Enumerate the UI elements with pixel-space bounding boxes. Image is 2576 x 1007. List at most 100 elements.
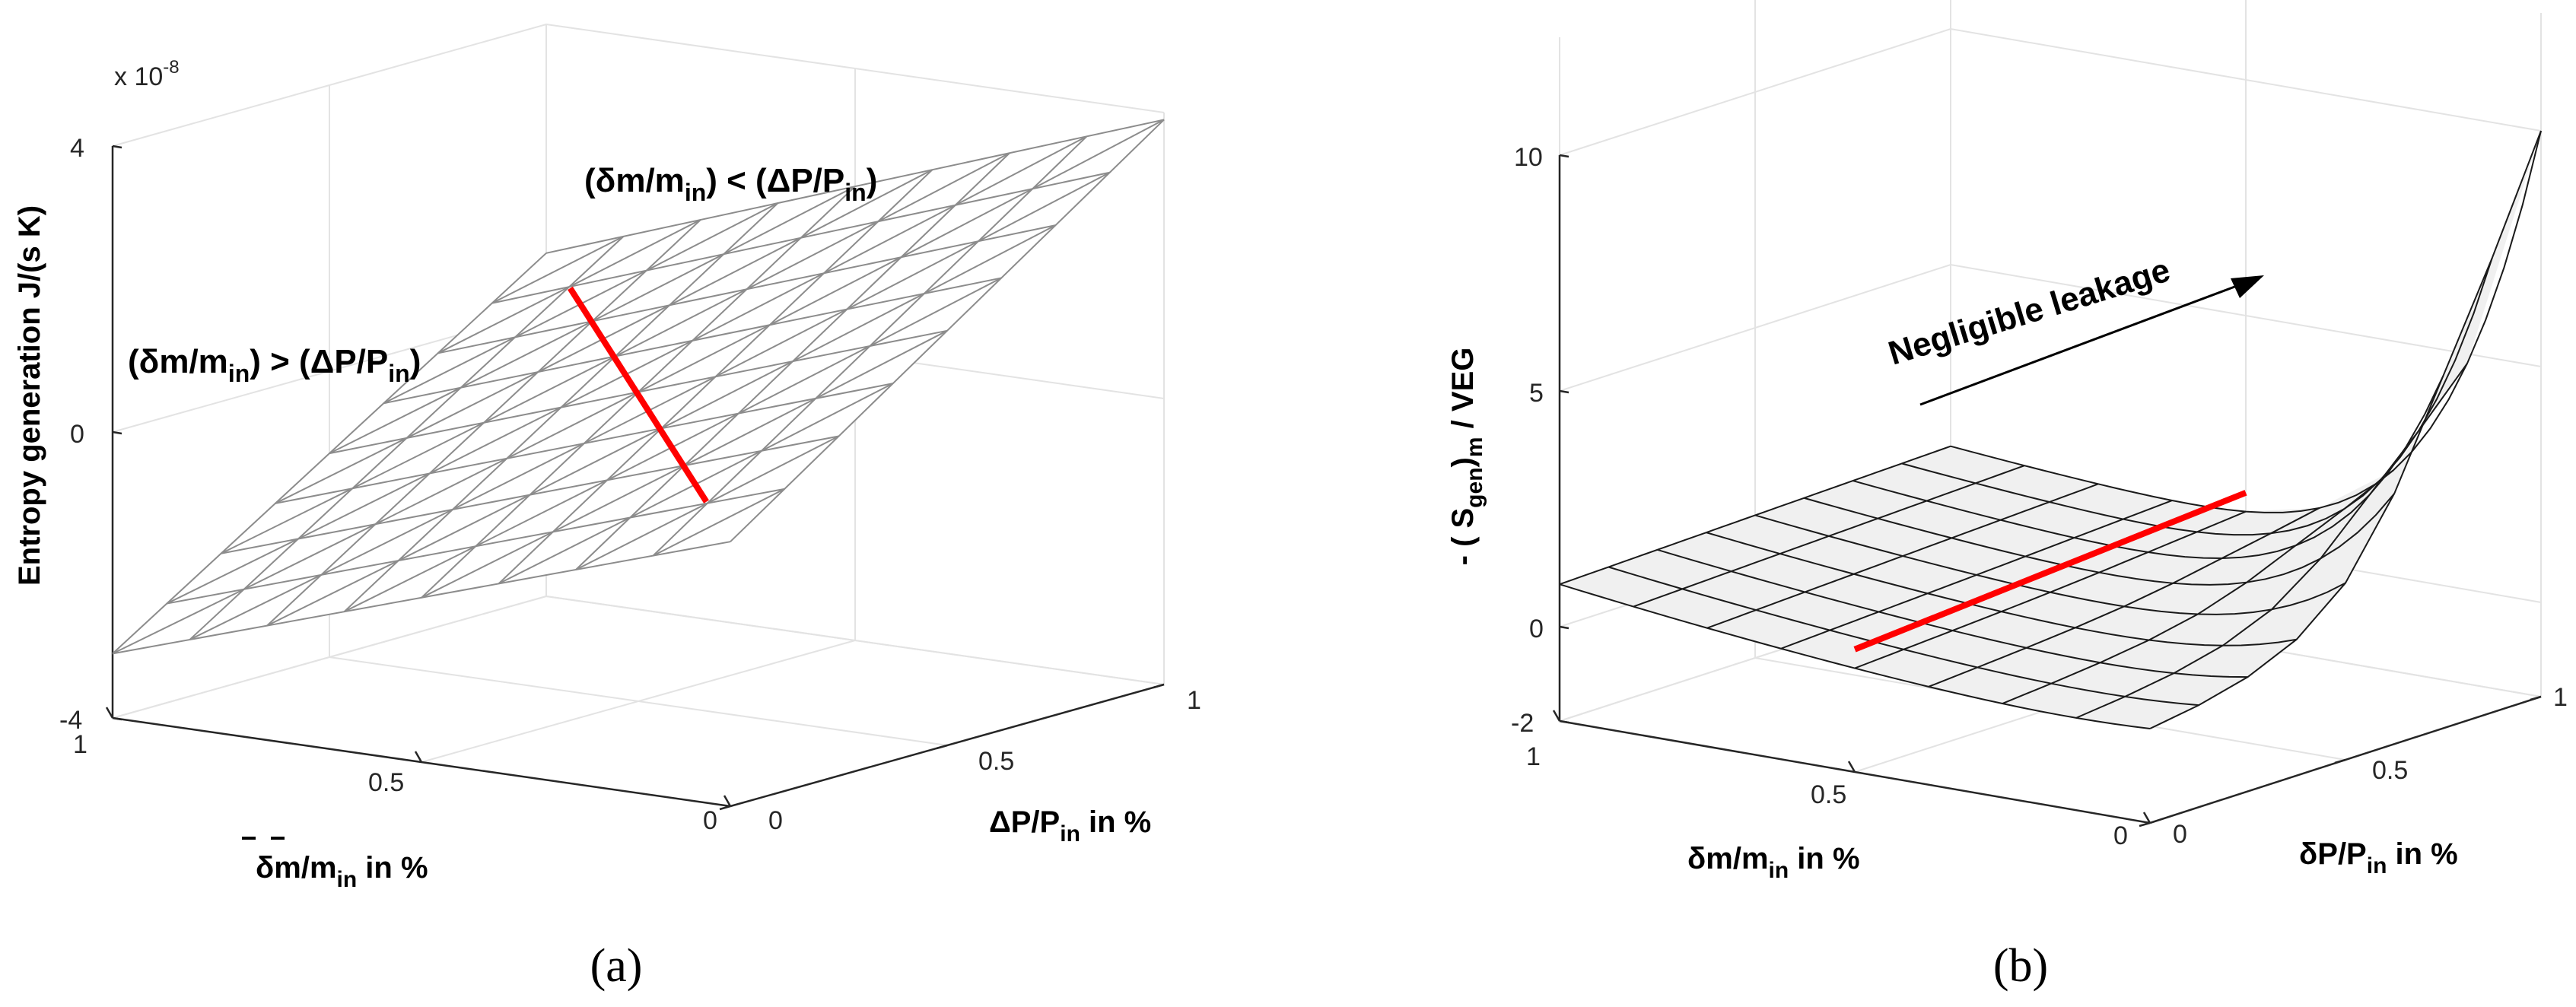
panel-a-mesh-diagonal [707, 435, 839, 504]
panel-a-mesh-diagonal [375, 457, 507, 526]
panel-b-ytick-0: 0 [2173, 820, 2187, 849]
panel-a-mesh-diagonal [660, 361, 793, 430]
panel-a-gridline-floor [112, 596, 547, 719]
panel-b-x-tick [1847, 761, 1856, 773]
panel-a-z-tick [112, 430, 122, 435]
panel-b-xlabel: δm/min in % [1687, 842, 1860, 883]
panel-b-z-tick [1559, 389, 1569, 394]
panel-a-mesh-diagonal [383, 336, 516, 405]
panel-a-mesh-line [112, 541, 731, 655]
panel-a-mesh-diagonal [800, 169, 933, 239]
panel-a-xtick-0: 0 [703, 806, 717, 835]
panel-a-mesh-diagonal [530, 427, 662, 496]
panel-b-z-tick [1559, 154, 1569, 158]
panel-b-ztick-10: 10 [1514, 143, 1543, 172]
panel-a-xtick-1: 1 [73, 730, 87, 759]
panel-a-gridline-floor [545, 596, 1165, 685]
panel-b-ytick-05: 0.5 [2372, 756, 2408, 785]
panel-b-y-tick [2334, 758, 2346, 764]
panel-a-mesh-diagonal [575, 502, 708, 570]
panel-a-mesh-diagonal [653, 488, 785, 557]
panel-b-gridline-z [1559, 263, 2542, 392]
panel-a-gridline-z [112, 23, 1165, 147]
panel-a-mesh-diagonal [552, 465, 685, 533]
panel-a-mesh-diagonal [491, 235, 624, 304]
panel-a-mesh-diagonal [460, 320, 593, 389]
panel-b-ztick-neg2: -2 [1511, 709, 1534, 738]
panel-b-mesh-line [1559, 583, 2151, 729]
panel-a-x-tick [414, 751, 423, 763]
panel-b-mesh-line [1901, 257, 2493, 536]
panel-a-zlabel: Entropy generation J/(s K) [13, 205, 46, 586]
panel-b-surface [1559, 130, 2542, 729]
panel-b-caption: (b) [1993, 940, 2048, 992]
panel-a-mesh-diagonal [846, 240, 979, 310]
panel-a-mesh-diagonal [715, 308, 848, 378]
panel-a-mesh-diagonal [275, 437, 407, 504]
panel-a-exponent-label: x 10-8 [114, 57, 180, 91]
panel-a-mesh-diagonal [568, 219, 701, 288]
panel-a-mesh-diagonal [452, 443, 585, 510]
panel-a-mesh-diagonal [738, 345, 870, 415]
panel-a-mesh-diagonal [344, 545, 476, 613]
panel-a-mesh-diagonal [669, 237, 802, 307]
panel-a-gridline-floor [329, 656, 948, 746]
panel-a-mesh-diagonal [924, 224, 1056, 294]
panel-a-mesh-diagonal [475, 479, 608, 548]
panel-b-ztick-0: 0 [1529, 615, 1544, 643]
panel-a-ytick-05: 0.5 [978, 747, 1014, 776]
panel-a-z-tick [112, 145, 122, 149]
panel-a: x 10-8 4 0 -4 1 0.5 0 0 0.5 1 Entropy ge… [13, 23, 1201, 992]
panel-a-y-tick [936, 744, 948, 750]
panel-a-mesh-diagonal [761, 383, 894, 452]
panel-a-mesh-diagonal [329, 386, 462, 454]
panel-b-ytick-1: 1 [2553, 683, 2568, 712]
panel-a-mesh-diagonal [112, 588, 245, 655]
panel-a-mesh-diagonal [901, 188, 1033, 259]
panel-b-x-tick [1552, 710, 1561, 722]
panel-b-mesh-line [1706, 532, 2297, 646]
panel-a-mesh-diagonal [351, 421, 485, 490]
panel-a-annotation-lower: (δm/min) > (ΔP/Pin) [128, 343, 421, 387]
panel-a-mesh-diagonal [297, 472, 431, 540]
panel-a-ztick-neg4: -4 [59, 706, 82, 735]
panel-a-mesh-diagonal [978, 171, 1111, 243]
panel-a-mesh-diagonal [823, 204, 956, 275]
panel-b-y-tick [2139, 821, 2151, 828]
panel-a-annotation-upper: (δm/min) < (ΔP/Pin) [584, 162, 877, 206]
panel-a-mesh-diagonal [955, 135, 1087, 206]
panel-a-ytick-1: 1 [1187, 686, 1201, 715]
panel-a-x-tick [105, 707, 114, 719]
panel-a-mesh-line [545, 119, 1165, 254]
panel-a-mesh-diagonal [638, 324, 771, 393]
panel-b-annotation-arrow [1919, 275, 2264, 406]
svg-text:δm/min in %: δm/min in % [256, 851, 428, 892]
panel-b-mesh-line [1950, 130, 2542, 513]
panel-a-y-tick [1153, 683, 1165, 689]
panel-a-mesh-diagonal [166, 538, 299, 605]
panel-a-mesh-diagonal [769, 256, 902, 326]
panel-b-y-tick [2530, 695, 2542, 701]
panel-a-mesh-diagonal [483, 355, 616, 424]
panel-b-mesh-line [1754, 514, 2346, 615]
panel-a-mesh-diagonal [615, 288, 747, 357]
panel-a-mesh-diagonal [723, 186, 856, 256]
panel-a-surface [112, 119, 1165, 655]
panel-b-mesh-line [1852, 375, 2444, 560]
panel-b-x-tick [2142, 812, 2151, 824]
panel-a-mesh-diagonal [877, 152, 1010, 223]
panel-a-mesh-diagonal [398, 494, 530, 561]
panel-a-caption: (a) [590, 940, 643, 992]
panel-a-mesh-diagonal [746, 221, 879, 291]
panel-a-mesh-diagonal [498, 516, 631, 585]
panel-a-mesh-diagonal [437, 286, 570, 354]
panel-a-mesh-diagonal [815, 329, 948, 399]
panel-a-ytick-0: 0 [768, 806, 783, 835]
panel-a-ylabel: ΔP/Pin in % [989, 805, 1151, 847]
panel-b-zlabel: - ( Sgen)m / VEG [1446, 348, 1487, 566]
panel-b-mesh-line [1803, 493, 2396, 586]
panel-b: 10 5 0 -2 1 0.5 0 0 0.5 1 - ( Sgen)m / V… [1446, 0, 2568, 992]
panel-a-z-tick [112, 716, 122, 721]
panel-a-xtick-05: 0.5 [368, 768, 404, 797]
